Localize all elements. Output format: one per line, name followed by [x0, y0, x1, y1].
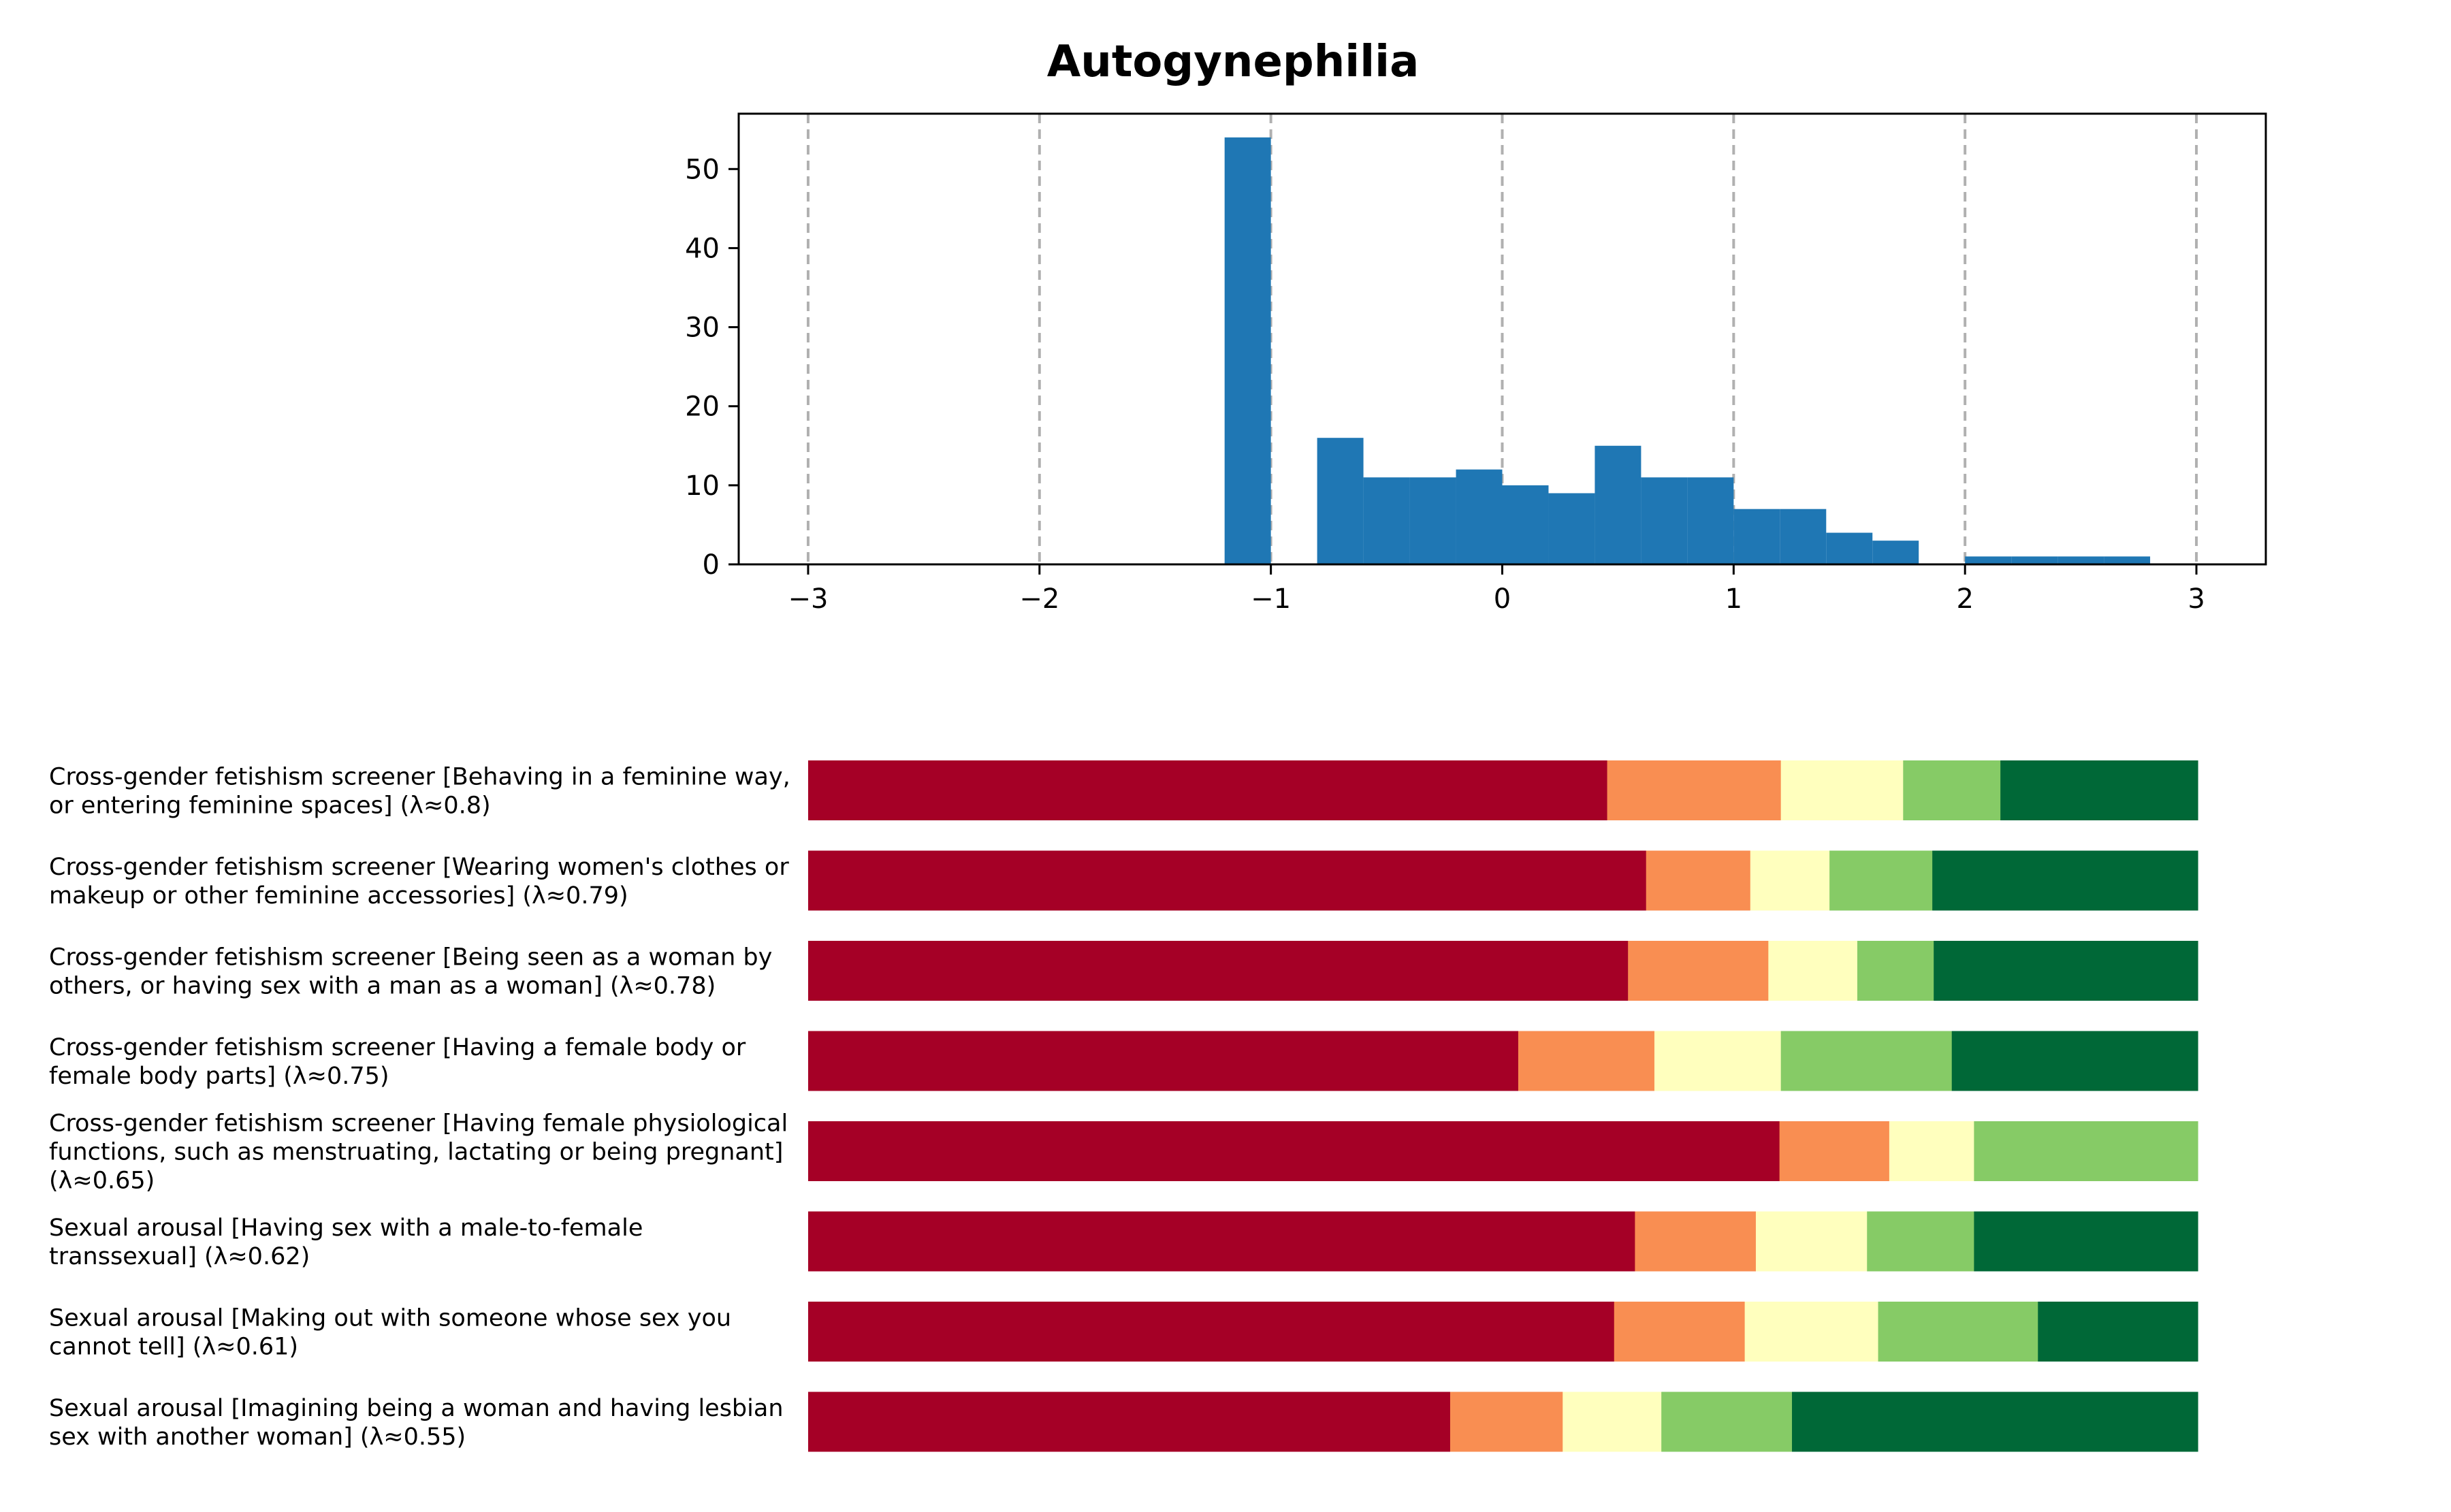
- stacked-segment-5-0: [808, 1211, 1635, 1272]
- x-tick-label-2: −1: [1251, 583, 1291, 615]
- histogram-y-axis: 0 10 20 30 40 50: [685, 154, 739, 581]
- histogram-bar-11: [1780, 509, 1827, 564]
- y-tick-label-3: 30: [685, 312, 720, 344]
- histogram-bar-9: [1687, 477, 1734, 564]
- stacked-segment-7-0: [808, 1392, 1451, 1452]
- x-tick-label-3: 0: [1494, 583, 1511, 615]
- histogram-bar-4: [1456, 469, 1503, 564]
- stacked-row-label-1: Cross-gender fetishism screener [Wearing…: [49, 854, 789, 910]
- histogram-bar-3: [1409, 477, 1456, 564]
- stacked-segment-6-4: [2038, 1302, 2198, 1362]
- stacked-row-label-4: Cross-gender fetishism screener [Having …: [49, 1110, 788, 1195]
- stacked-row-2: Cross-gender fetishism screener [Being s…: [49, 941, 2198, 1001]
- stacked-segment-3-2: [1654, 1031, 1782, 1091]
- stacked-segment-4-0: [808, 1121, 1780, 1181]
- stacked-row-label-3: Cross-gender fetishism screener [Having …: [49, 1034, 746, 1090]
- stacked-segment-1-1: [1646, 850, 1751, 911]
- x-tick-label-0: −3: [788, 583, 828, 615]
- stacked-segment-6-1: [1614, 1302, 1746, 1362]
- stacked-segment-5-2: [1755, 1211, 1868, 1272]
- stacked-segment-0-0: [808, 760, 1608, 820]
- stacked-segment-0-4: [2000, 760, 2198, 820]
- histogram-bar-17: [2104, 556, 2151, 564]
- y-tick-label-0: 0: [703, 549, 720, 581]
- histogram-bars: [1224, 137, 2151, 564]
- x-tick-label-6: 3: [2188, 583, 2205, 615]
- histogram-bar-5: [1502, 485, 1549, 564]
- stacked-segment-7-4: [1792, 1392, 2198, 1452]
- stacked-segment-0-2: [1780, 760, 1904, 820]
- stacked-segment-2-0: [808, 941, 1629, 1001]
- y-tick-label-4: 40: [685, 233, 720, 264]
- histogram-bar-7: [1595, 445, 1641, 564]
- stacked-segment-0-3: [1903, 760, 2001, 820]
- stacked-segment-4-1: [1779, 1121, 1890, 1181]
- stacked-segment-2-1: [1628, 941, 1769, 1001]
- stacked-segment-3-4: [1951, 1031, 2198, 1091]
- stacked-segment-3-0: [808, 1031, 1519, 1091]
- stacked-segment-3-3: [1780, 1031, 1953, 1091]
- stacked-segment-5-3: [1867, 1211, 1974, 1272]
- stacked-row-7: Sexual arousal [Imagining being a woman …: [49, 1392, 2198, 1452]
- stacked-row-label-6: Sexual arousal [Making out with someone …: [49, 1305, 731, 1361]
- histogram-bar-2: [1363, 477, 1410, 564]
- histogram-bar-1: [1317, 438, 1364, 564]
- y-tick-label-5: 50: [685, 154, 720, 185]
- y-tick-label-1: 10: [685, 470, 720, 502]
- stacked-row-label-0: Cross-gender fetishism screener [Behavin…: [49, 764, 790, 820]
- histogram-title: Autogynephilia: [1047, 37, 1420, 87]
- stacked-segment-6-2: [1744, 1302, 1879, 1362]
- stacked-row-0: Cross-gender fetishism screener [Behavin…: [49, 760, 2198, 820]
- y-tick-label-2: 20: [685, 391, 720, 423]
- histogram-bar-15: [2011, 556, 2058, 564]
- histogram-bar-14: [1965, 556, 2012, 564]
- stacked-row-label-5: Sexual arousal [Having sex with a male-t…: [49, 1215, 643, 1270]
- stacked-segment-1-0: [808, 850, 1647, 911]
- stacked-row-3: Cross-gender fetishism screener [Having …: [49, 1031, 2198, 1091]
- x-tick-label-5: 2: [1956, 583, 1973, 615]
- histogram-bar-16: [2057, 556, 2104, 564]
- stacked-segment-7-3: [1661, 1392, 1793, 1452]
- stacked-segment-1-4: [1932, 850, 2198, 911]
- stacked-segment-2-4: [1934, 941, 2198, 1001]
- histogram-x-axis: −3 −2 −1 0 1 2 3: [788, 564, 2205, 615]
- stacked-segment-3-1: [1518, 1031, 1655, 1091]
- stacked-segment-2-2: [1768, 941, 1858, 1001]
- stacked-row-1: Cross-gender fetishism screener [Wearing…: [49, 850, 2198, 911]
- stacked-segment-5-1: [1635, 1211, 1757, 1272]
- stacked-segment-6-0: [808, 1302, 1615, 1362]
- histogram-bar-13: [1872, 541, 1919, 564]
- stacked-segment-6-3: [1878, 1302, 2038, 1362]
- stacked-segment-2-3: [1857, 941, 1934, 1001]
- x-tick-label-1: −2: [1019, 583, 1059, 615]
- stacked-row-label-2: Cross-gender fetishism screener [Being s…: [49, 944, 772, 1000]
- stacked-bar-chart: Cross-gender fetishism screener [Behavin…: [49, 760, 2198, 1452]
- histogram-bar-0: [1224, 137, 1271, 564]
- stacked-segment-4-2: [1889, 1121, 1974, 1181]
- histogram-bar-8: [1641, 477, 1688, 564]
- stacked-row-4: Cross-gender fetishism screener [Having …: [49, 1110, 2198, 1195]
- stacked-segment-1-2: [1750, 850, 1830, 911]
- stacked-row-6: Sexual arousal [Making out with someone …: [49, 1302, 2198, 1362]
- stacked-segment-7-2: [1563, 1392, 1662, 1452]
- histogram-bar-10: [1733, 509, 1780, 564]
- stacked-segment-0-1: [1607, 760, 1782, 820]
- histogram-bar-6: [1548, 493, 1595, 564]
- stacked-row-5: Sexual arousal [Having sex with a male-t…: [49, 1211, 2198, 1272]
- stacked-segment-5-4: [1974, 1211, 2198, 1272]
- stacked-segment-1-3: [1829, 850, 1933, 911]
- x-tick-label-4: 1: [1725, 583, 1742, 615]
- histogram-bar-12: [1826, 532, 1873, 564]
- stacked-segment-4-3: [1974, 1121, 2198, 1181]
- stacked-row-label-7: Sexual arousal [Imagining being a woman …: [49, 1395, 784, 1451]
- stacked-segment-7-1: [1449, 1392, 1563, 1452]
